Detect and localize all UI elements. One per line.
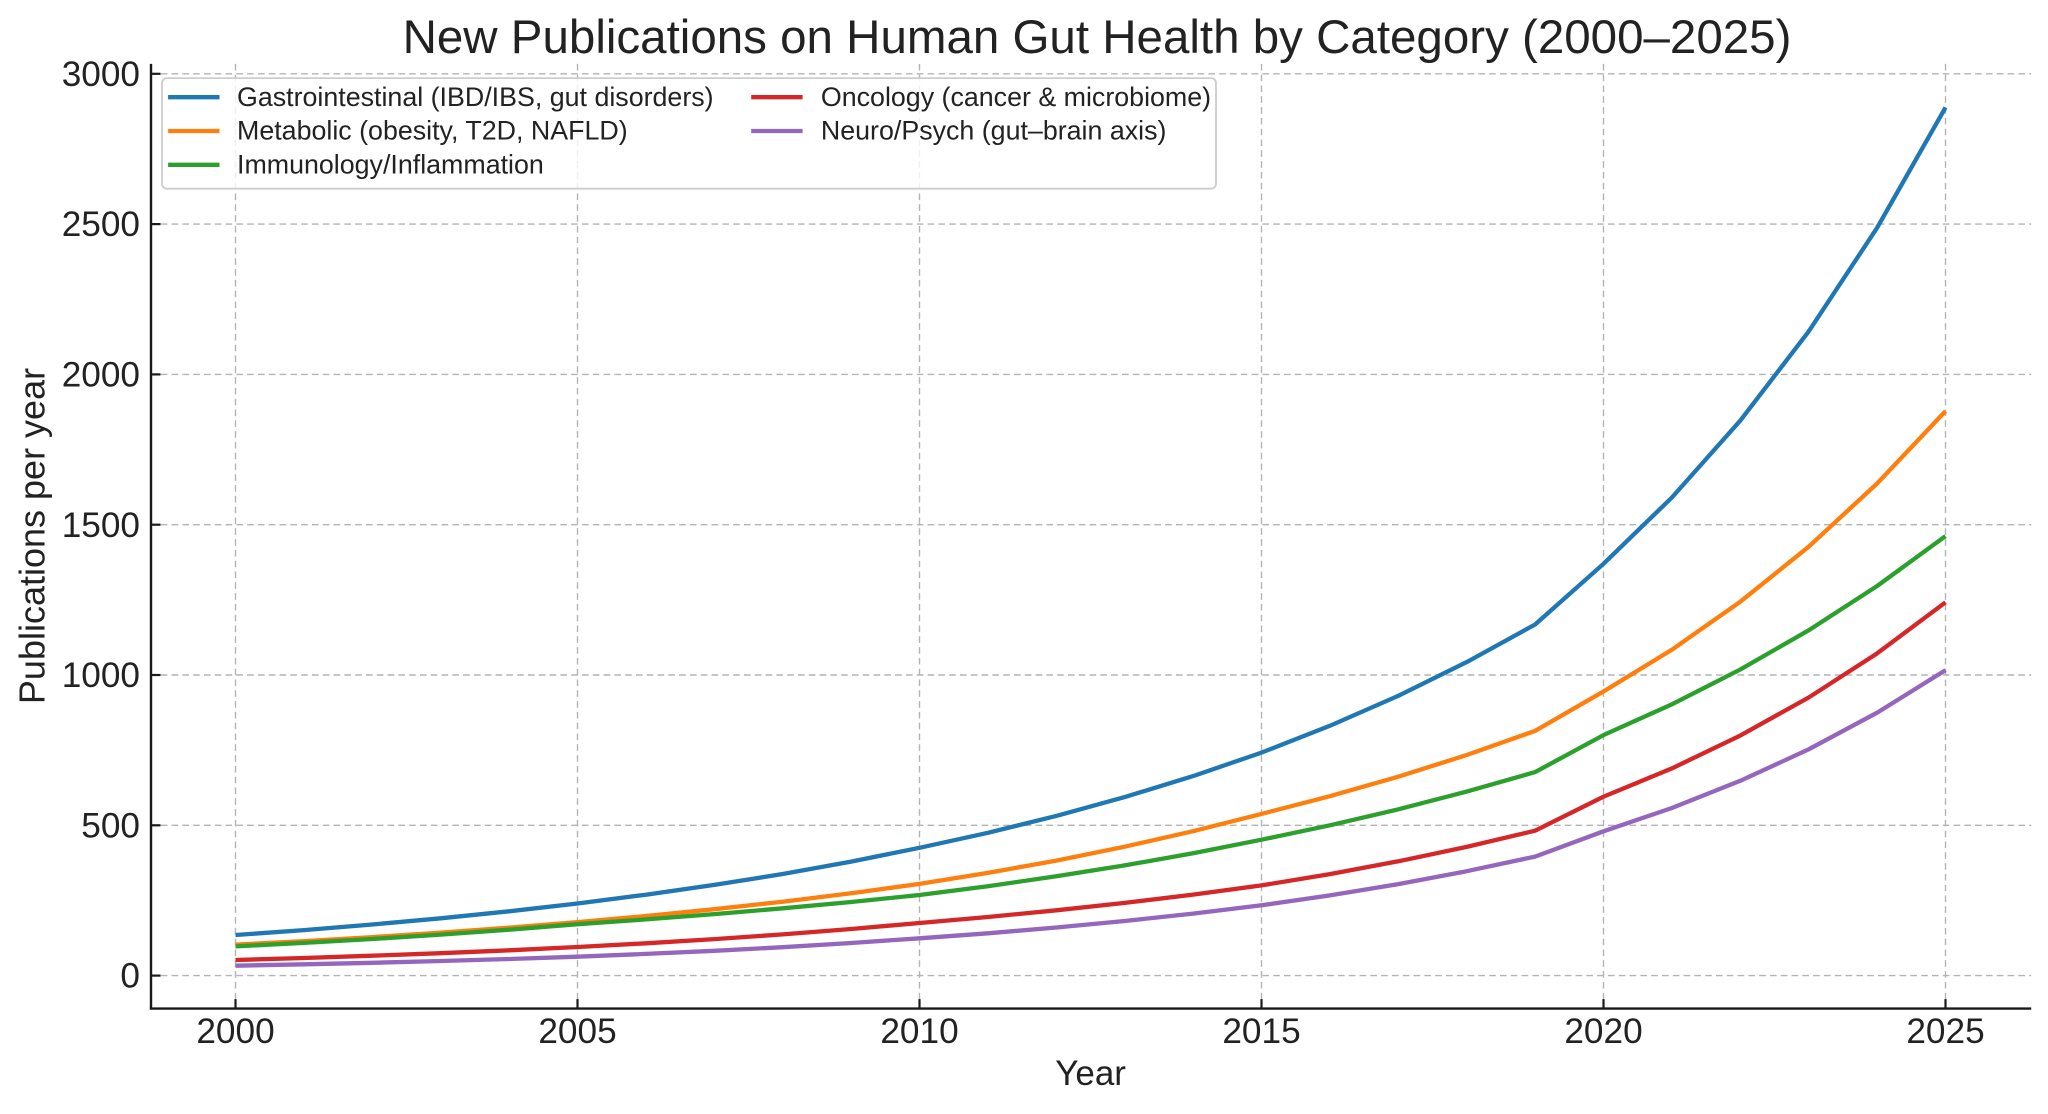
svg-text:2020: 2020: [1564, 1012, 1642, 1051]
svg-text:Year: Year: [1055, 1054, 1126, 1093]
svg-text:2500: 2500: [62, 205, 140, 244]
svg-text:3000: 3000: [62, 55, 140, 94]
svg-text:Gastrointestinal (IBD/IBS, gut: Gastrointestinal (IBD/IBS, gut disorders…: [237, 82, 714, 112]
svg-text:Metabolic (obesity, T2D, NAFLD: Metabolic (obesity, T2D, NAFLD): [237, 116, 628, 146]
svg-text:500: 500: [81, 806, 140, 845]
svg-text:2015: 2015: [1222, 1012, 1300, 1051]
svg-text:2000: 2000: [62, 356, 140, 395]
svg-text:New Publications on Human Gut: New Publications on Human Gut Health by …: [403, 11, 1792, 64]
svg-text:0: 0: [120, 957, 140, 996]
svg-text:2025: 2025: [1906, 1012, 1984, 1051]
svg-text:Immunology/Inflammation: Immunology/Inflammation: [237, 150, 544, 180]
svg-text:Neuro/Psych (gut–brain axis): Neuro/Psych (gut–brain axis): [821, 116, 1167, 146]
svg-text:Oncology (cancer & microbiome): Oncology (cancer & microbiome): [821, 82, 1211, 112]
svg-text:1000: 1000: [62, 656, 140, 695]
svg-text:Publications per year: Publications per year: [12, 368, 53, 704]
svg-text:1500: 1500: [62, 506, 140, 545]
svg-text:2010: 2010: [880, 1012, 958, 1051]
svg-text:2005: 2005: [538, 1012, 616, 1051]
svg-text:2000: 2000: [196, 1012, 274, 1051]
